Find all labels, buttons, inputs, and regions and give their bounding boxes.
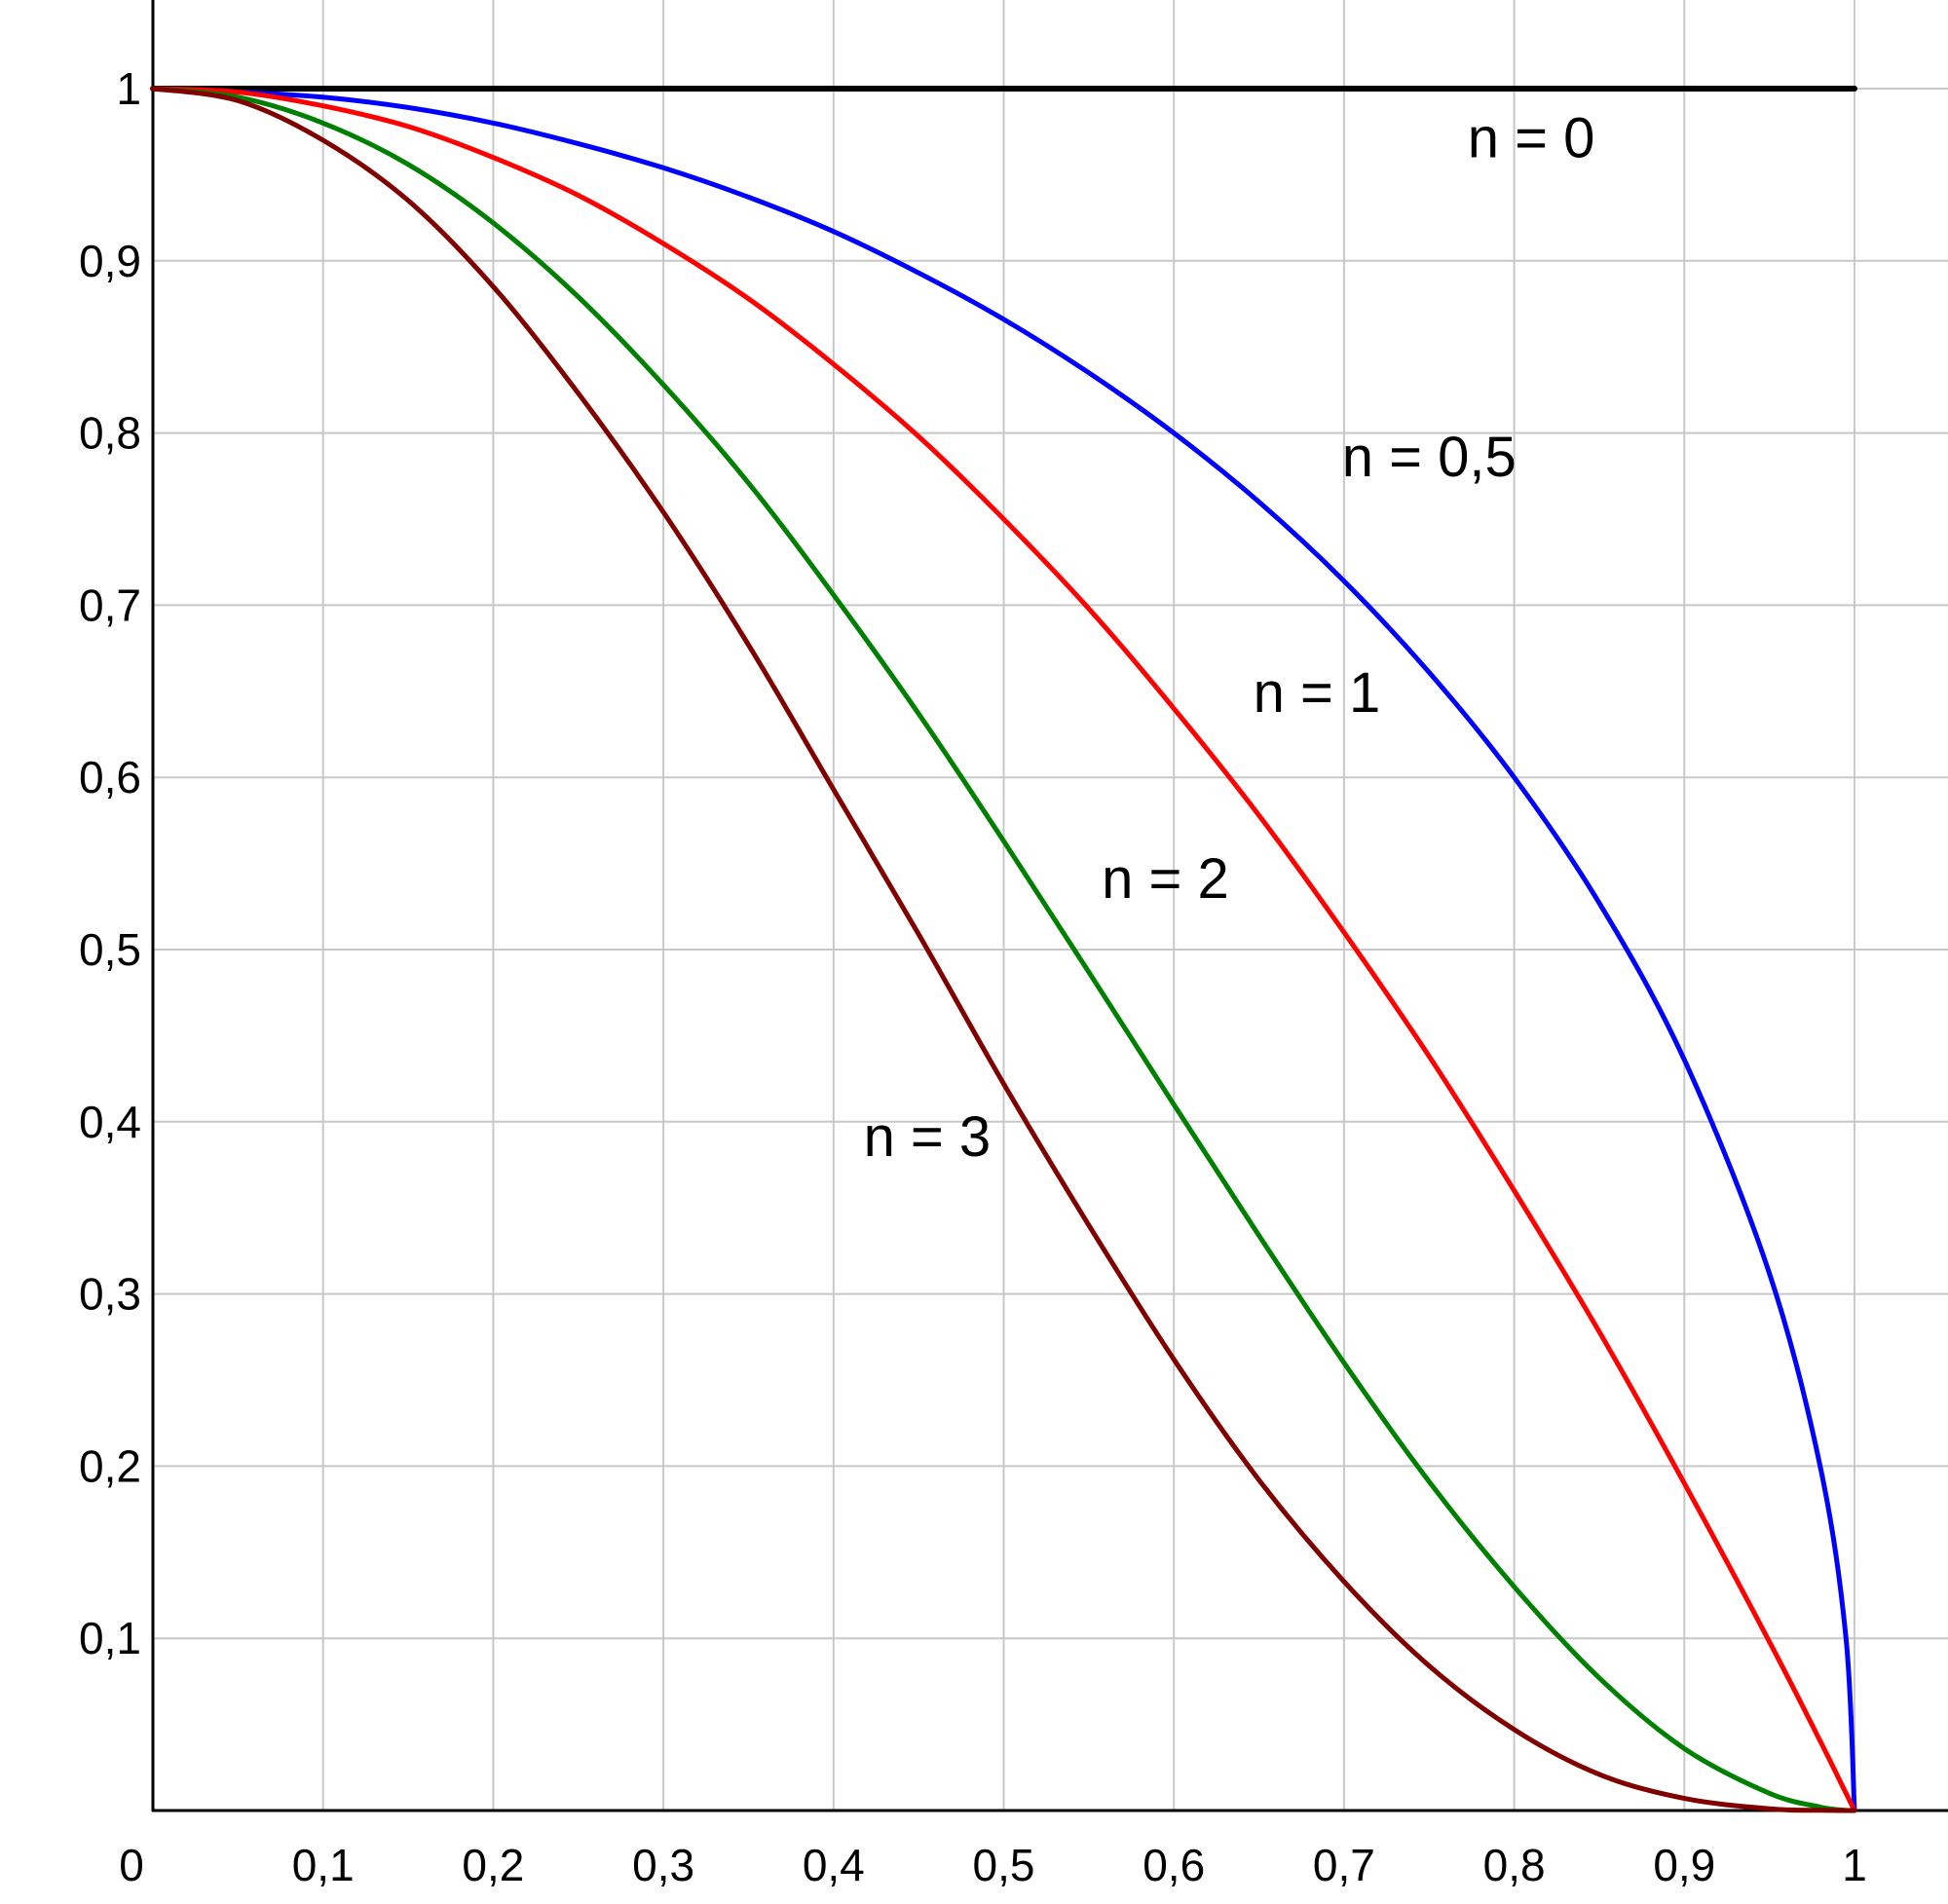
y-tick-label: 0,3 xyxy=(79,1269,141,1320)
tick-layer: 0 0,1 0,2 0,3 0,4 0,5 0,6 0,7 0,8 0,9 1 0,1 0,2 0,3 0,… xyxy=(79,63,1867,1890)
series-label: n = 2 xyxy=(1102,847,1229,911)
y-tick-label: 0,4 xyxy=(79,1097,141,1147)
y-tick-label: 0,5 xyxy=(79,924,141,975)
series-label: n = 0,5 xyxy=(1342,426,1517,489)
series-label: n = 1 xyxy=(1254,661,1381,725)
x-tick-label: 0,6 xyxy=(1143,1840,1205,1890)
series-line xyxy=(150,86,1857,1813)
y-tick-label: 0,8 xyxy=(79,408,141,459)
y-tick-label: 0,9 xyxy=(79,236,141,286)
axis-layer xyxy=(151,0,1948,1812)
y-tick-label: 1 xyxy=(116,63,141,114)
x-tick-label: 0,2 xyxy=(462,1840,524,1890)
y-tick-label: 0,7 xyxy=(79,579,141,630)
y-tick-label: 0,6 xyxy=(79,752,141,803)
x-tick-label: 0,4 xyxy=(803,1840,865,1890)
series-line xyxy=(150,86,1857,1813)
series-label: n = 0 xyxy=(1468,107,1595,170)
x-tick-label: 0 xyxy=(119,1840,144,1890)
series-layer xyxy=(150,85,1857,1813)
x-tick-label: 0,1 xyxy=(292,1840,355,1890)
series-line xyxy=(150,86,1857,1813)
y-tick-label: 0,2 xyxy=(79,1440,141,1491)
x-tick-label: 0,8 xyxy=(1483,1840,1546,1890)
curve-label-layer: n = 0 n = 0,5 n = 1 n = 2 n = 3 xyxy=(864,107,1595,1169)
series-line xyxy=(150,86,1857,1813)
x-tick-label: 0,3 xyxy=(632,1840,694,1890)
series-label: n = 3 xyxy=(864,1105,992,1169)
x-tick-label: 0,5 xyxy=(973,1840,1035,1890)
x-tick-label: 0,7 xyxy=(1313,1840,1375,1890)
x-tick-label: 0,9 xyxy=(1653,1840,1715,1890)
y-tick-label: 0,1 xyxy=(79,1613,141,1663)
x-tick-label: 1 xyxy=(1842,1840,1867,1890)
grid-layer xyxy=(153,0,1948,1811)
